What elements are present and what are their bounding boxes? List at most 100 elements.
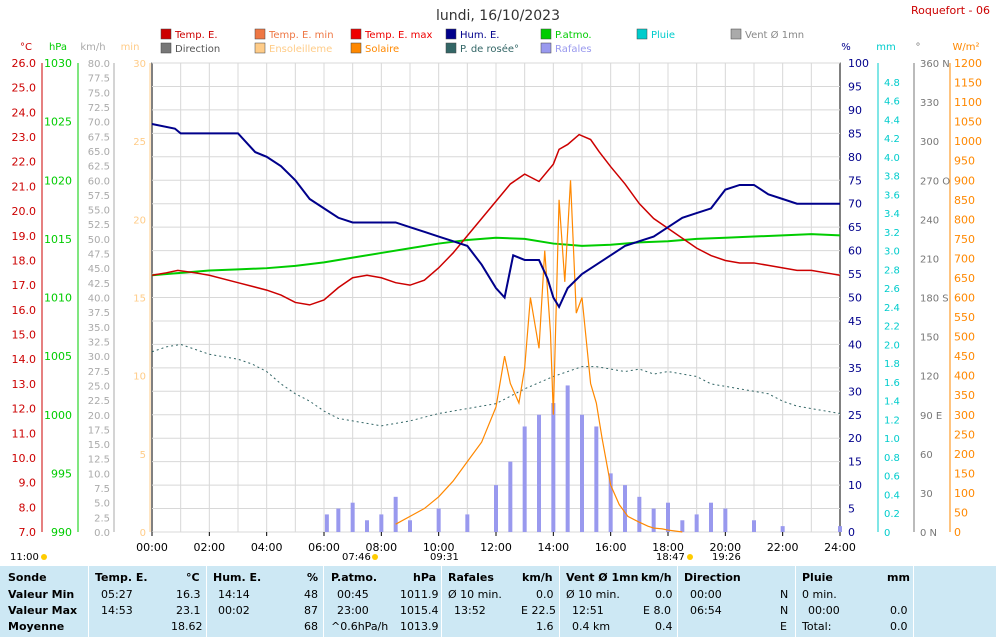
dir-tick: 0 N [920, 528, 937, 539]
wind-tick: 60.0 [88, 176, 110, 187]
temp-tick: 8.0 [19, 501, 37, 514]
solar-tick: 1200 [954, 57, 982, 70]
min-press-val: 1011.9 [400, 588, 439, 601]
gust-bar [565, 385, 570, 532]
rain-tick: 3.4 [884, 209, 900, 220]
press-tick: 1020 [44, 174, 72, 187]
temp-tick: 22.0 [12, 156, 37, 169]
rain-tick: 2.0 [884, 340, 900, 351]
min-hum-val: 48 [304, 588, 318, 601]
rain-tick: 1.2 [884, 415, 900, 426]
hum-tick: 80 [848, 151, 862, 164]
summary-header-sonde: Sonde [8, 571, 47, 584]
min-wind-val: 0.0 [655, 588, 673, 601]
gust-bar [694, 514, 699, 532]
summary-header-hum: Hum. E. [213, 571, 262, 584]
rain-tick: 2.8 [884, 265, 900, 276]
dir-tick: 120 [920, 372, 939, 383]
x-tick-label: 16:00 [595, 541, 627, 554]
summary-header-temp: Temp. E. [95, 571, 148, 584]
max-hum-val: 87 [304, 604, 318, 617]
x-tick-label: 18:00 [652, 541, 684, 554]
sun-tick: 15 [133, 294, 146, 305]
legend-swatch [540, 28, 552, 40]
min-wind-time: Ø 10 min. [566, 588, 620, 601]
sun-start-label: 11:00 [10, 552, 39, 563]
max-press-val: 1015.4 [400, 604, 439, 617]
hum-tick: 100 [848, 57, 869, 70]
solar-tick: 150 [954, 467, 975, 480]
solar-tick: 950 [954, 155, 975, 168]
avg-press-val: 1013.9 [400, 620, 439, 633]
hum-tick: 70 [848, 198, 862, 211]
wind-tick: 25.0 [88, 381, 110, 392]
legend-item: Solaire [365, 44, 399, 55]
solar-tick: 250 [954, 428, 975, 441]
wind-tick: 10.0 [88, 469, 110, 480]
wind-tick: 70.0 [88, 118, 110, 129]
press-tick: 1010 [44, 292, 72, 305]
summary-header-rain: Pluie [802, 571, 833, 584]
gust-bar [608, 473, 613, 532]
max-wind-val: E 8.0 [643, 604, 671, 617]
summary-row-max-label: Valeur Max [8, 604, 78, 617]
legend-swatch [160, 42, 172, 54]
pressure-line [151, 233, 841, 277]
max-temp-time: 14:53 [101, 604, 133, 617]
solar-tick: 300 [954, 409, 975, 422]
wind-tick: 65.0 [88, 147, 110, 158]
avg-press-trend: ^0.6hPa/h [331, 620, 389, 633]
rain-tick: 4.0 [884, 153, 900, 164]
wind-tick: 62.5 [88, 162, 110, 173]
sun-tick: 20 [133, 215, 146, 226]
summary-header-gust-unit: km/h [522, 571, 553, 584]
solar-tick: 850 [954, 194, 975, 207]
wind-tick: 27.5 [88, 367, 110, 378]
max-press-time: 23:00 [337, 604, 369, 617]
summary-header-dir: Direction [684, 571, 741, 584]
sun-tick: 0 [140, 528, 146, 539]
wind-unit: km/h [80, 42, 105, 53]
temp-tick: 13.0 [12, 378, 37, 391]
legend-item: Temp. E. max [364, 30, 433, 41]
wind-tick: 0.0 [94, 528, 110, 539]
hum-tick: 50 [848, 292, 862, 305]
min-temp-time: 05:27 [101, 588, 133, 601]
dir-tick: 330 [920, 98, 939, 109]
rain-tick: 0.4 [884, 490, 900, 501]
gust-bar [365, 520, 369, 532]
gust-bar [752, 520, 756, 532]
max-rain-time: 00:00 [808, 604, 840, 617]
legend-swatch [254, 28, 266, 40]
dir-tick: 90 E [920, 411, 942, 422]
avg-temp-val: 18.62 [171, 620, 203, 633]
temp-tick: 24.0 [12, 106, 37, 119]
solar-tick: 1000 [954, 135, 982, 148]
legend-swatch [254, 42, 266, 54]
hum-tick: 35 [848, 362, 862, 375]
summary-header-hum-unit: % [307, 571, 319, 584]
hum-tick: 30 [848, 385, 862, 398]
sunset-label: 18:47 [656, 552, 685, 563]
rain-tick: 2.2 [884, 322, 900, 333]
hum-tick: 15 [848, 456, 862, 469]
wind-tick: 52.5 [88, 220, 110, 231]
summary-header-press: P.atmo. [331, 571, 378, 584]
temp-tick: 12.0 [12, 403, 37, 416]
gust-bar [465, 514, 470, 532]
rain-tick: 2.6 [884, 284, 900, 295]
press-tick: 995 [51, 467, 72, 480]
gust-bar [651, 508, 656, 532]
x-tick-label: 04:00 [251, 541, 283, 554]
temp-tick: 16.0 [12, 304, 37, 317]
wind-tick: 67.5 [88, 132, 110, 143]
gust-bar [580, 414, 584, 532]
wind-tick: 80.0 [88, 59, 110, 70]
legend-item: Direction [175, 44, 220, 55]
rain-tick: 3.2 [884, 228, 900, 239]
legend-swatch [540, 42, 552, 54]
legend-item: Vent Ø 1mn [745, 29, 804, 41]
gust-bar [408, 520, 412, 532]
x-tick-label: 02:00 [193, 541, 225, 554]
